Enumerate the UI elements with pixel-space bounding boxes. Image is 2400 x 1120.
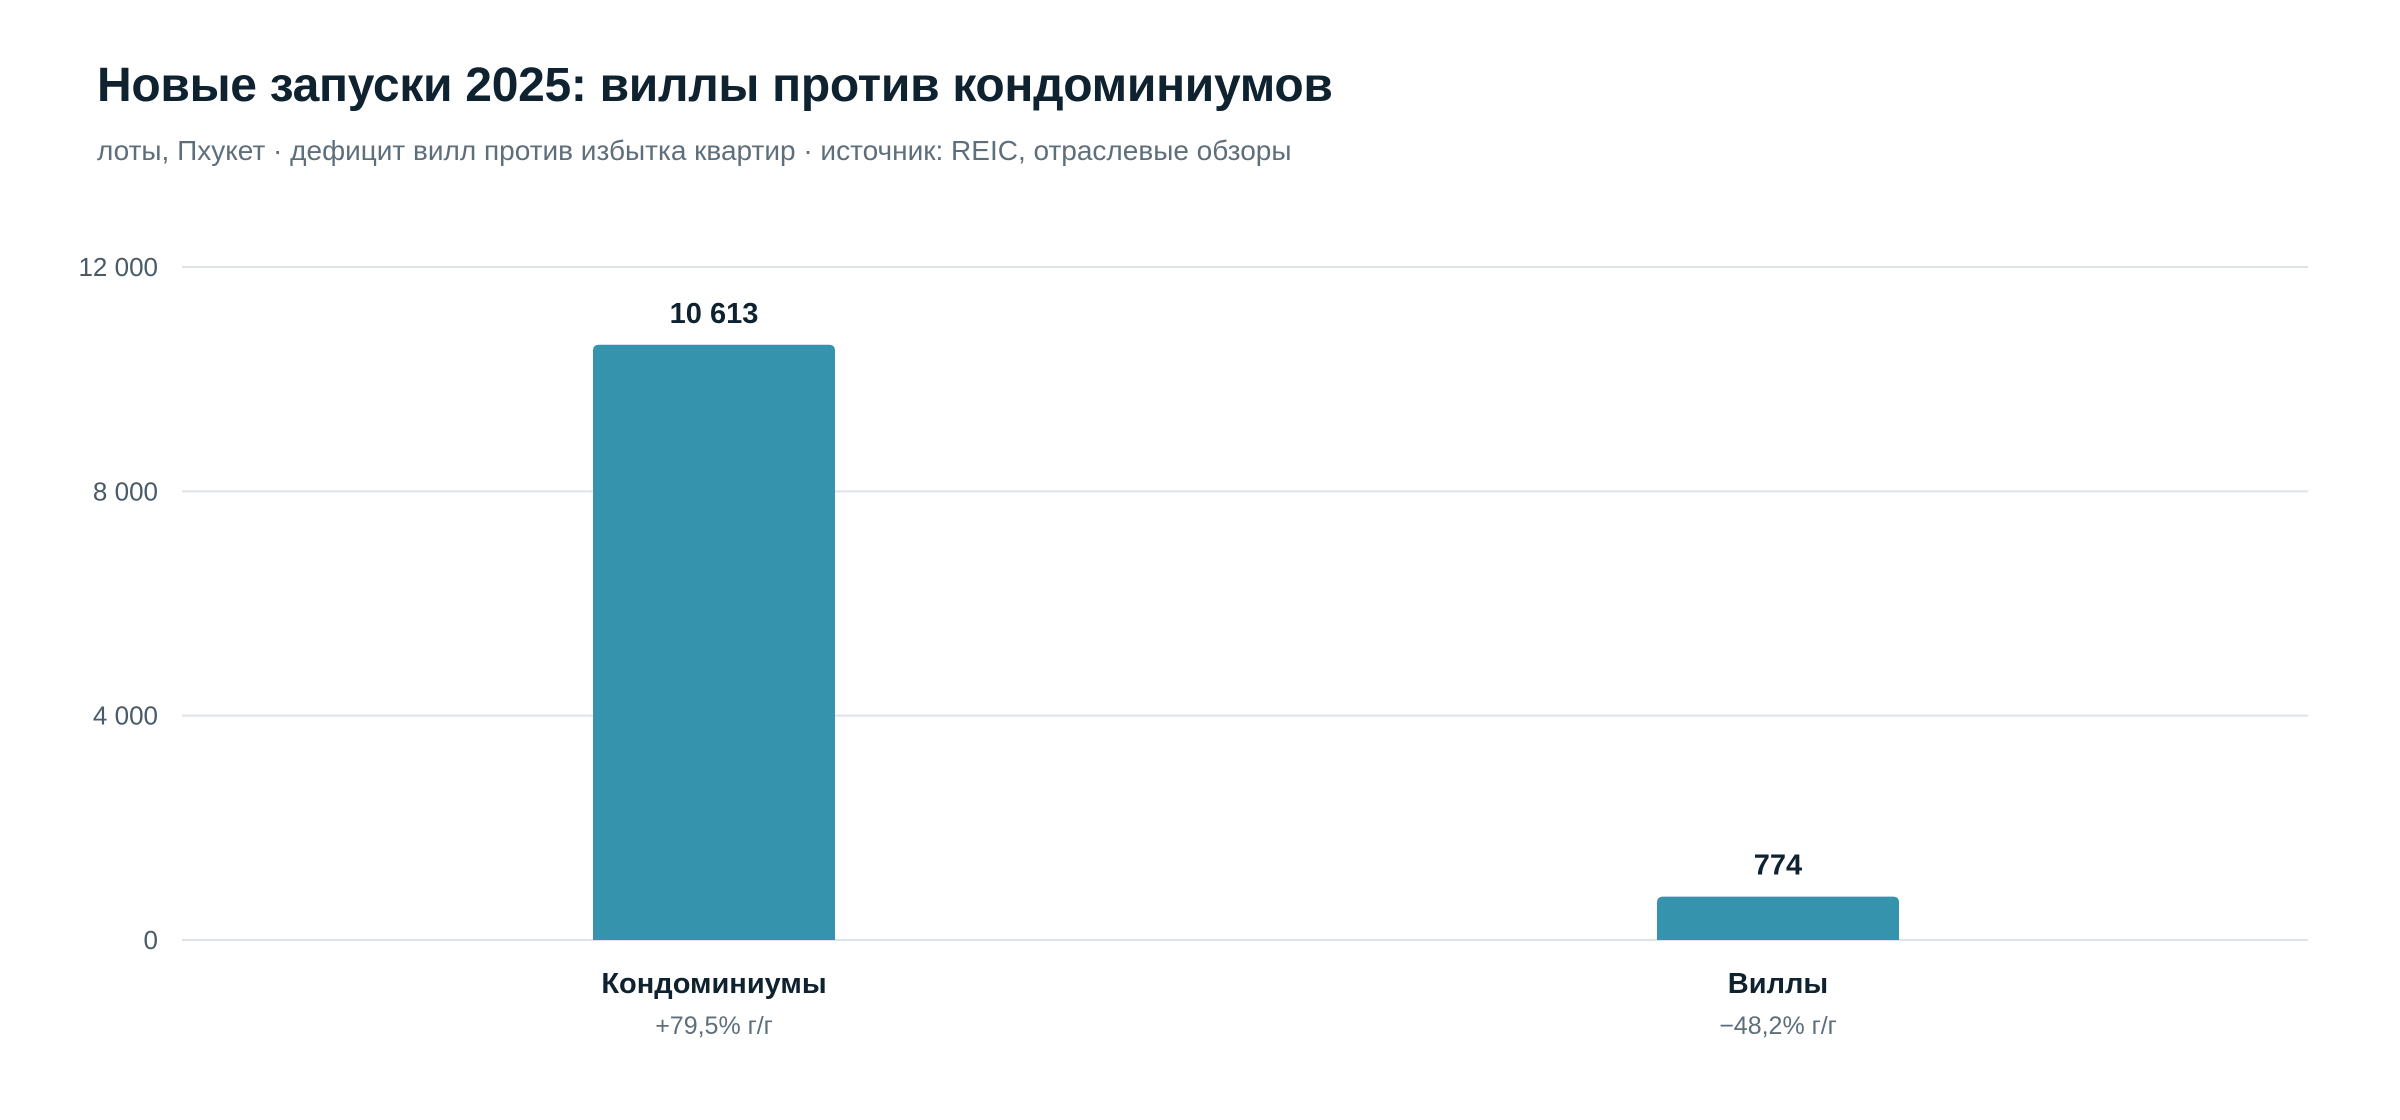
x-axis-categories: Кондоминиумы +79,5% г/г Виллы −48,2% г/г <box>601 968 1836 1040</box>
x-category-label: Виллы <box>1728 968 1828 1000</box>
gridlines <box>182 266 2308 941</box>
bars <box>593 344 1899 940</box>
bar-villas <box>1657 896 1899 940</box>
x-category-label: Кондоминиумы <box>601 968 826 1000</box>
y-tick-label: 0 <box>144 925 158 955</box>
bar-condominiums <box>593 344 835 940</box>
chart-title: Новые запуски 2025: виллы против кондоми… <box>97 59 1333 112</box>
x-category-note: −48,2% г/г <box>1719 1012 1837 1040</box>
chart-subtitle: лоты, Пхукет · дефицит вилл против избыт… <box>97 135 1292 166</box>
y-tick-label: 8 000 <box>93 476 158 506</box>
value-labels: 10 613 774 <box>670 298 1803 882</box>
y-tick-label: 12 000 <box>78 252 158 282</box>
value-label: 10 613 <box>670 298 759 330</box>
y-tick-label: 4 000 <box>93 701 158 731</box>
x-category-note: +79,5% г/г <box>655 1012 773 1040</box>
y-axis-ticks: 0 4 000 8 000 12 000 <box>78 252 158 955</box>
value-label: 774 <box>1754 850 1802 882</box>
